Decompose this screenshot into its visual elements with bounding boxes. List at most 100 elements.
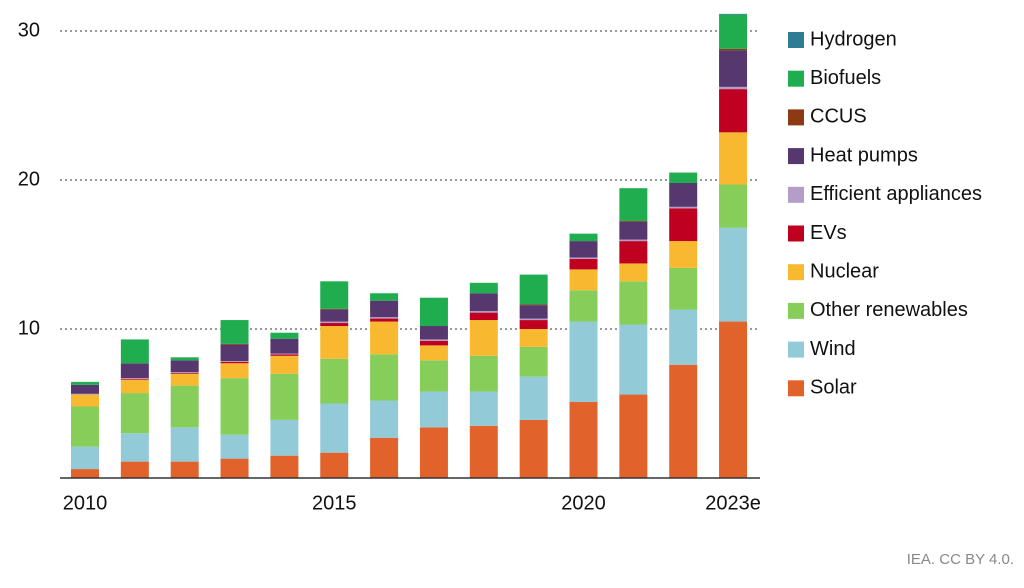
bar-segment — [569, 258, 598, 270]
bar-segment — [170, 461, 199, 478]
bar-segment — [71, 393, 99, 395]
legend-swatch — [788, 225, 804, 242]
bar-segment — [170, 357, 199, 361]
bar-segment — [469, 355, 498, 392]
bar-segment — [519, 320, 548, 329]
bar-segment — [569, 269, 598, 291]
bar-segment — [71, 394, 99, 407]
source-note: IEA. CC BY 4.0. — [907, 551, 1014, 568]
bar-segment — [469, 311, 498, 313]
bar-segment — [320, 403, 349, 453]
bar-segment — [469, 425, 498, 478]
bar-segment — [419, 427, 448, 478]
bar-segment — [370, 354, 399, 401]
bar-segment — [120, 393, 149, 434]
bar-segment — [719, 50, 748, 87]
bar-segment — [220, 320, 249, 344]
bar-segment — [719, 227, 748, 322]
bar-segment — [619, 263, 648, 282]
bar-segment — [719, 184, 748, 228]
legend-swatch — [788, 264, 804, 281]
bar-segment — [270, 419, 299, 456]
bar-segment — [220, 458, 249, 478]
bar-segment — [419, 340, 448, 346]
bar-segment — [419, 297, 448, 327]
legend-swatch — [788, 70, 804, 87]
bar-segment — [669, 267, 698, 310]
bar-segment — [469, 293, 498, 312]
x-tick-label: 2023e — [705, 492, 761, 514]
bar-segment — [719, 89, 748, 133]
legend-swatch — [788, 186, 804, 203]
bar-segment — [220, 434, 249, 459]
bar-segment — [71, 446, 99, 470]
legend-label: Wind — [810, 338, 856, 360]
bar-segment — [170, 372, 199, 374]
bar-segment — [320, 326, 349, 359]
legend-label: Nuclear — [810, 260, 879, 282]
bar-segment — [619, 281, 648, 325]
bar-segment — [519, 329, 548, 347]
bar-segment — [370, 317, 399, 319]
bar-segment — [220, 343, 249, 345]
legend-label: Solar — [810, 377, 857, 399]
bar-segment — [170, 385, 199, 428]
bar-segment — [619, 221, 648, 240]
legend-swatch — [788, 380, 804, 397]
bar-segment — [220, 361, 249, 364]
bar-segment — [320, 323, 349, 327]
bar-segment — [71, 381, 99, 385]
bar-segment — [519, 305, 548, 319]
x-tick-label: 2015 — [312, 492, 357, 514]
y-tick-label: 10 — [18, 317, 40, 339]
bar-segment — [320, 309, 349, 322]
legend-swatch — [788, 302, 804, 319]
bar-segment — [120, 433, 149, 462]
bar-segment — [519, 419, 548, 478]
bar-segment — [519, 304, 548, 306]
bar-segment — [419, 339, 448, 341]
bar-segment — [669, 206, 698, 209]
bar-segment — [120, 379, 149, 394]
bar-segment — [270, 338, 299, 354]
bar-segment — [320, 321, 349, 324]
legend-swatch — [788, 109, 804, 126]
legend-label: EVs — [810, 222, 847, 244]
bar-segment — [419, 391, 448, 428]
bar-segment — [120, 363, 149, 379]
bar-segment — [120, 339, 149, 364]
bar-segment — [719, 13, 748, 15]
bar-segment — [419, 360, 448, 392]
bar-segment — [120, 378, 149, 380]
bar-segment — [170, 373, 199, 386]
legend-swatch — [788, 32, 804, 48]
legend-label: Biofuels — [810, 67, 881, 89]
bar-segment — [619, 241, 648, 264]
bar-segment — [469, 312, 498, 321]
bar-segment — [519, 318, 548, 321]
bar-segment — [370, 437, 399, 478]
y-tick-label: 30 — [18, 19, 40, 41]
bar-segment — [569, 321, 598, 403]
bar-segment — [719, 48, 748, 51]
bar-segment — [220, 361, 249, 362]
bar-segment — [220, 363, 249, 379]
bar-segment — [569, 290, 598, 322]
bar-segment — [270, 353, 299, 355]
bar-segment — [469, 282, 498, 294]
bar-segment — [519, 376, 548, 420]
bar-segment — [719, 321, 748, 478]
bar-segment — [120, 461, 149, 478]
bar-segment — [669, 241, 698, 268]
bar-segment — [71, 384, 99, 394]
bar-segment — [619, 324, 648, 395]
bar-segment — [569, 257, 598, 259]
bar-segment — [419, 326, 448, 340]
bar-segment — [519, 346, 548, 377]
bar-segment — [320, 358, 349, 404]
bar-segment — [370, 318, 399, 322]
bar-segment — [719, 86, 748, 90]
bar-segment — [270, 373, 299, 420]
bar-segment — [170, 427, 199, 462]
